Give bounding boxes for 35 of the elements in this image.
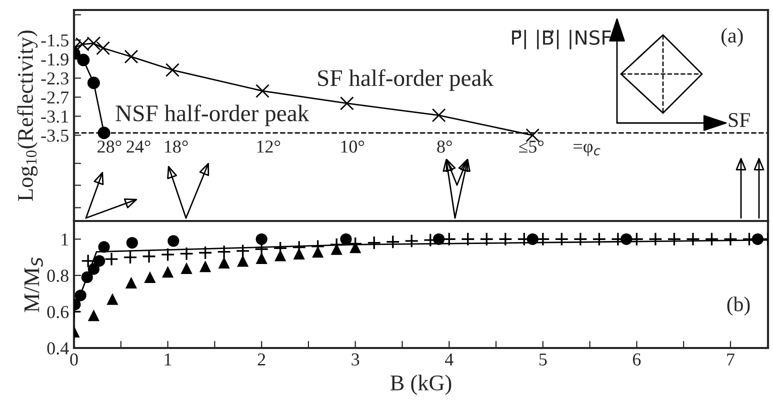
y-tick-label: 0.6 xyxy=(47,306,69,318)
annotation: SF xyxy=(728,113,750,128)
annotation: SF half-order peak xyxy=(318,69,494,91)
annotation: 12° xyxy=(257,140,280,153)
annotation: 8° xyxy=(437,140,452,153)
y-tick-label: -3.1 xyxy=(41,110,68,123)
annotation: =φ$_{c}$ xyxy=(574,144,600,156)
annotation: (a) xyxy=(722,28,743,47)
annotation: 24° xyxy=(126,140,150,153)
x-tick-label: 5 xyxy=(539,354,547,366)
annotation: 10° xyxy=(341,140,364,153)
x-tick-label: 4 xyxy=(444,354,454,366)
annotation: 28° xyxy=(98,140,122,153)
x-axis-title: B (kG) xyxy=(390,374,452,395)
x-tick-label: 0 xyxy=(70,353,78,366)
y-tick-label: 0.4 xyxy=(47,342,69,355)
y-axis-title: Log$_{10}$(Reflectivity) xyxy=(17,30,38,201)
annotation: ≤5° xyxy=(519,140,544,153)
y-tick-label: -1.9 xyxy=(41,53,68,66)
x-tick-label: 1 xyxy=(164,353,172,366)
annotation: 18° xyxy=(164,140,188,153)
y-tick-label: -3.5 xyxy=(41,130,68,142)
y-tick-label: -2.7 xyxy=(41,91,69,104)
annotation: NSF half-order peak xyxy=(116,104,310,126)
y-axis-title: M/M$_{S}$ xyxy=(24,257,43,312)
x-tick-label: 7 xyxy=(727,354,734,366)
y-tick-label: 0.8 xyxy=(47,270,68,282)
y-tick-label: 1 xyxy=(62,233,68,246)
y-tick-label: -2.3 xyxy=(41,72,68,85)
x-tick-label: 3 xyxy=(352,353,360,366)
x-tick-label: 6 xyxy=(632,353,641,366)
y-tick-label: -1.5 xyxy=(41,34,68,47)
x-tick-label: 2 xyxy=(258,353,266,366)
annotation: P⃗| |B⃗| |NSF xyxy=(512,30,611,50)
annotation: (b) xyxy=(727,296,750,316)
